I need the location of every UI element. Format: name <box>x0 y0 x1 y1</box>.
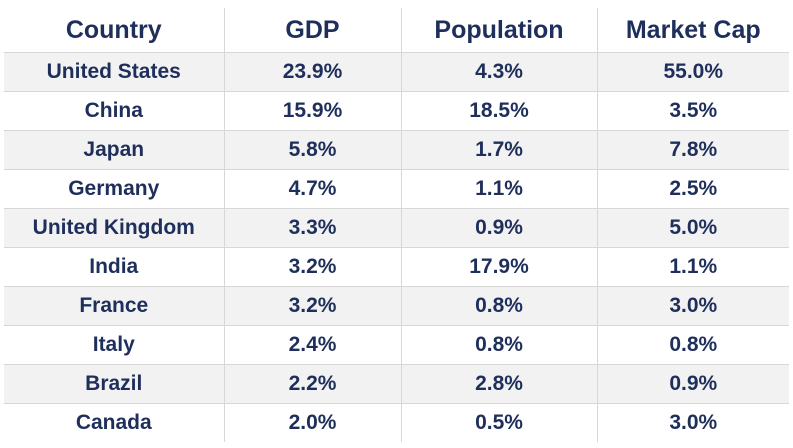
gdp-cell: 2.0% <box>224 403 402 442</box>
country-cell: Canada <box>4 403 225 442</box>
table-body: United States 23.9% 4.3% 55.0% China 15.9% 18.… <box>4 52 789 442</box>
table-row: Japan 5.8% 1.7% 7.8% <box>4 130 789 170</box>
population-cell: 17.9% <box>401 247 598 287</box>
table-row: Germany 4.7% 1.1% 2.5% <box>4 169 789 209</box>
market-cap-cell: 3.0% <box>597 286 789 326</box>
population-cell: 18.5% <box>401 91 598 131</box>
table-row: United Kingdom 3.3% 0.9% 5.0% <box>4 208 789 248</box>
table-row: Italy 2.4% 0.8% 0.8% <box>4 325 789 365</box>
table-row: Brazil 2.2% 2.8% 0.9% <box>4 364 789 404</box>
population-cell: 1.7% <box>401 130 598 170</box>
country-cell: United Kingdom <box>4 208 225 248</box>
population-cell: 4.3% <box>401 52 598 92</box>
gdp-cell: 3.3% <box>224 208 402 248</box>
gdp-cell: 3.2% <box>224 247 402 287</box>
header-country: Country <box>4 8 225 53</box>
market-cap-cell: 1.1% <box>597 247 789 287</box>
country-cell: Italy <box>4 325 225 365</box>
country-cell: China <box>4 91 225 131</box>
market-cap-cell: 5.0% <box>597 208 789 248</box>
header-gdp: GDP <box>224 8 402 53</box>
population-cell: 0.5% <box>401 403 598 442</box>
population-cell: 0.8% <box>401 286 598 326</box>
market-cap-cell: 3.5% <box>597 91 789 131</box>
market-cap-cell: 55.0% <box>597 52 789 92</box>
population-cell: 2.8% <box>401 364 598 404</box>
market-cap-cell: 7.8% <box>597 130 789 170</box>
gdp-cell: 4.7% <box>224 169 402 209</box>
gdp-cell: 2.2% <box>224 364 402 404</box>
market-cap-cell: 0.9% <box>597 364 789 404</box>
market-cap-cell: 3.0% <box>597 403 789 442</box>
population-cell: 0.8% <box>401 325 598 365</box>
header-row: Country GDP Population Market Cap <box>4 8 789 53</box>
country-cell: Germany <box>4 169 225 209</box>
country-share-table: Country GDP Population Market Cap United… <box>4 8 789 442</box>
table-row: United States 23.9% 4.3% 55.0% <box>4 52 789 92</box>
gdp-cell: 2.4% <box>224 325 402 365</box>
population-cell: 0.9% <box>401 208 598 248</box>
country-cell: France <box>4 286 225 326</box>
table-row: France 3.2% 0.8% 3.0% <box>4 286 789 326</box>
gdp-cell: 3.2% <box>224 286 402 326</box>
header-market-cap: Market Cap <box>597 8 789 53</box>
data-table-container: Country GDP Population Market Cap United… <box>4 8 789 442</box>
country-cell: Brazil <box>4 364 225 404</box>
header-population: Population <box>401 8 598 53</box>
table-row: Canada 2.0% 0.5% 3.0% <box>4 403 789 442</box>
market-cap-cell: 0.8% <box>597 325 789 365</box>
table-row: India 3.2% 17.9% 1.1% <box>4 247 789 287</box>
market-cap-cell: 2.5% <box>597 169 789 209</box>
gdp-cell: 5.8% <box>224 130 402 170</box>
gdp-cell: 23.9% <box>224 52 402 92</box>
country-cell: Japan <box>4 130 225 170</box>
table-header: Country GDP Population Market Cap <box>4 8 789 53</box>
country-cell: United States <box>4 52 225 92</box>
table-row: China 15.9% 18.5% 3.5% <box>4 91 789 131</box>
gdp-cell: 15.9% <box>224 91 402 131</box>
country-cell: India <box>4 247 225 287</box>
population-cell: 1.1% <box>401 169 598 209</box>
